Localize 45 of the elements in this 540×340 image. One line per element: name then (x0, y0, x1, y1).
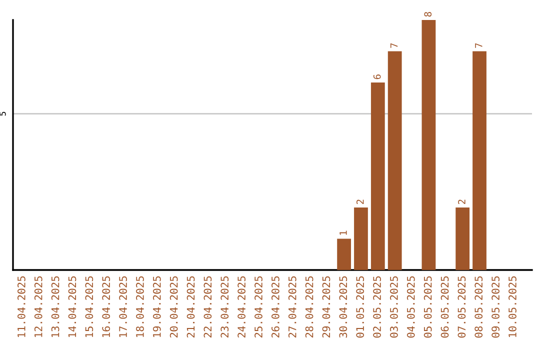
x-tick-label: 21.04.2025 (186, 276, 195, 338)
x-tick-label: 29.04.2025 (322, 276, 330, 338)
data-label: 8 (424, 12, 432, 17)
x-tick-label: 12.04.2025 (34, 276, 42, 338)
x-tick-label: 25.04.2025 (254, 276, 262, 338)
x-tick-label: 02.05.2025 (373, 276, 381, 338)
x-tick-label: 09.05.2025 (492, 276, 500, 338)
data-label: 1 (340, 230, 347, 235)
x-tick-label: 05.05.2025 (424, 276, 432, 338)
x-tick-label: 03.05.2025 (390, 276, 398, 338)
x-tick-label: 26.04.2025 (271, 276, 280, 338)
x-tick-label: 18.04.2025 (136, 276, 144, 338)
x-tick-label: 30.04.2025 (339, 276, 348, 338)
bar (354, 208, 368, 270)
x-tick-label: 15.04.2025 (85, 276, 94, 338)
data-label: 2 (356, 200, 364, 204)
bar (456, 208, 470, 270)
bar (370, 82, 385, 270)
bar (388, 51, 402, 270)
x-tick-label: 23.04.2025 (220, 276, 229, 338)
bar (337, 238, 351, 270)
x-tick-label: 17.04.2025 (119, 276, 127, 338)
x-tick-label: 14.04.2025 (68, 276, 76, 338)
x-tick-label: 16.04.2025 (102, 276, 110, 338)
x-tick-label: 04.05.2025 (406, 276, 415, 338)
data-label: 7 (475, 43, 482, 48)
x-tick-label: 20.04.2025 (170, 276, 178, 338)
data-label: 2 (458, 200, 466, 204)
x-tick-label: 19.04.2025 (152, 276, 161, 338)
x-tick-label: 08.05.2025 (474, 276, 483, 338)
data-label: 7 (390, 43, 398, 48)
bar (422, 20, 436, 270)
x-tick-label: 10.05.2025 (508, 276, 516, 338)
x-tick-label: 06.05.2025 (440, 276, 449, 338)
x-tick-label: 28.04.2025 (305, 276, 314, 338)
x-tick-label: 27.04.2025 (288, 276, 296, 338)
x-tick-label: 13.04.2025 (51, 276, 60, 338)
bar (472, 51, 486, 270)
x-tick-label: 22.04.2025 (204, 276, 212, 338)
ref-line-label: 5 (0, 112, 6, 116)
x-tick-label: 24.04.2025 (238, 276, 246, 338)
x-tick-label: 11.04.2025 (17, 276, 26, 338)
x-tick-label: 01.05.2025 (356, 276, 364, 338)
data-label: 6 (373, 74, 381, 80)
x-tick-label: 07.05.2025 (458, 276, 466, 338)
